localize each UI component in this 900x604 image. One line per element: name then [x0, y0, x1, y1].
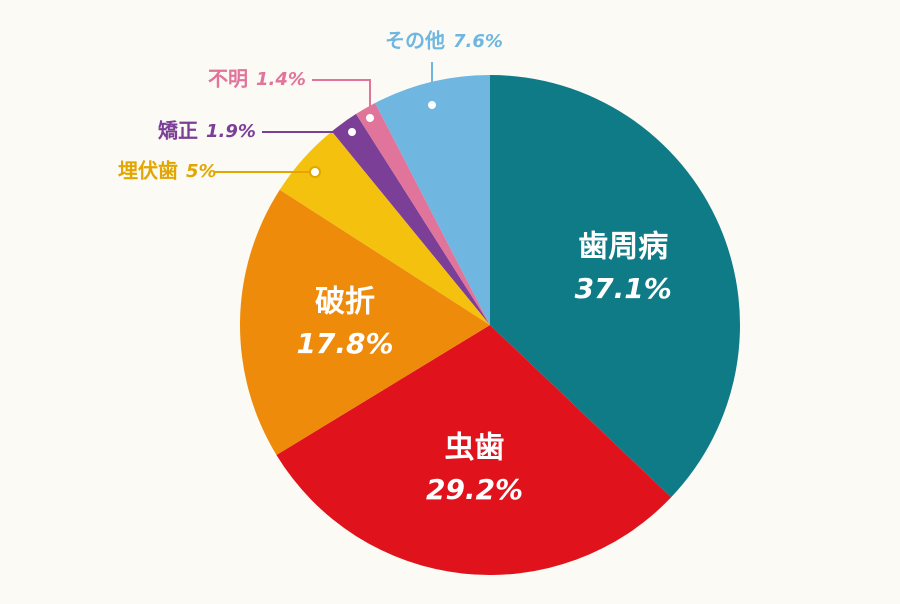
pie-slice [240, 189, 490, 455]
slice-label: 破折 [315, 285, 375, 320]
leader-dot [309, 166, 321, 178]
slice-label: 埋伏歯 [118, 159, 178, 183]
value-label: 17.8% [296, 327, 393, 360]
value-label: 29.2% [426, 473, 523, 506]
slice-label: 歯周病 [578, 229, 668, 264]
value-label: 37.1% [575, 272, 672, 305]
pie-slice [276, 325, 672, 576]
leader-dot [426, 99, 438, 111]
slice-label: 虫歯 [445, 431, 505, 466]
pie-slice [356, 102, 490, 326]
value-label: 1.9% [206, 121, 256, 142]
leader-dot [346, 126, 358, 138]
slice-label: 矯正 [158, 119, 198, 143]
value-label: 1.4% [256, 69, 306, 90]
pie-slice [331, 113, 490, 325]
leader-dot [364, 112, 376, 124]
value-label: 5% [186, 161, 217, 182]
pie-slice [279, 131, 490, 325]
pie-slice [375, 75, 490, 325]
value-label: 7.6% [453, 31, 503, 52]
slice-label: その他 [385, 29, 445, 53]
leader-line [312, 79, 371, 118]
pie-slice [490, 75, 741, 498]
slice-label: 不明 [208, 67, 248, 91]
